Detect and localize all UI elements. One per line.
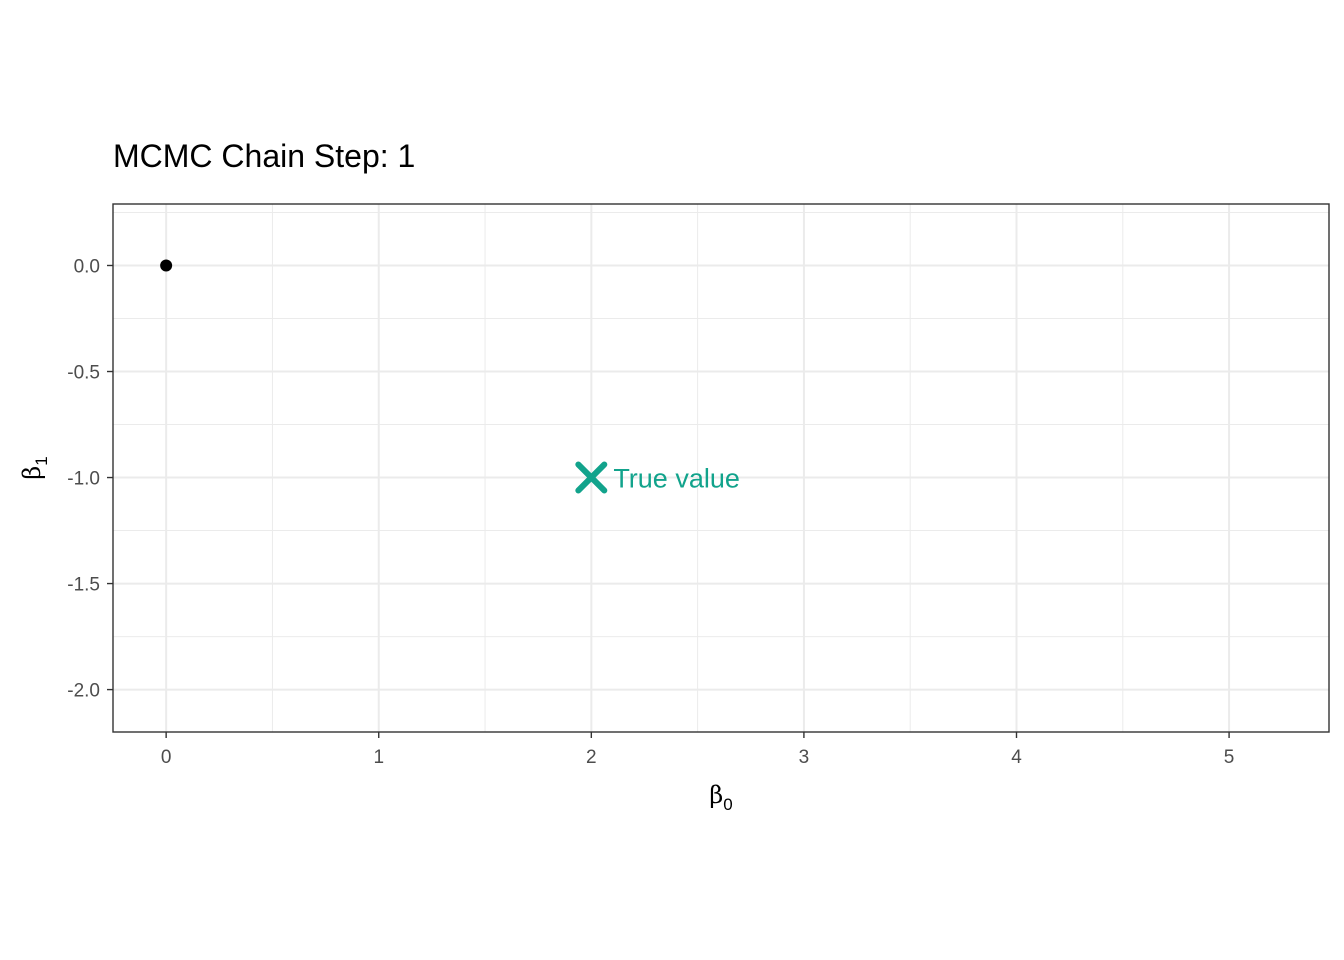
x-tick-label: 4 (1011, 747, 1022, 768)
chart-title: MCMC Chain Step: 1 (113, 138, 416, 174)
y-tick-label: -2.0 (67, 681, 100, 702)
y-tick-label: 0.0 (74, 256, 100, 277)
y-tick-label: -0.5 (67, 363, 100, 384)
chart-marks: True value (160, 259, 740, 494)
true-value-label: True value (613, 464, 740, 494)
plot-panel (113, 204, 1329, 732)
true-value-x-stroke (575, 461, 608, 494)
y-tick-label: -1.5 (67, 575, 100, 596)
x-axis-ticks: 0 1 2 3 4 5 (161, 732, 1235, 768)
chain-point (160, 259, 173, 272)
x-tick-label: 0 (161, 747, 172, 768)
plot-border (112, 203, 1330, 733)
y-axis-title: β1 (18, 456, 51, 479)
x-tick-label: 1 (373, 747, 384, 768)
grid-major (113, 204, 1329, 732)
x-tick-label: 3 (799, 747, 810, 768)
grid-minor (113, 204, 1329, 732)
y-tick-label: -1.0 (67, 469, 100, 490)
y-axis-ticks: 0.0 -0.5 -1.0 -1.5 -2.0 (67, 256, 113, 702)
x-tick-label: 5 (1224, 747, 1235, 768)
true-value-x-icon (575, 461, 608, 494)
x-axis-title: β0 (709, 781, 732, 814)
x-tick-label: 2 (586, 747, 597, 768)
